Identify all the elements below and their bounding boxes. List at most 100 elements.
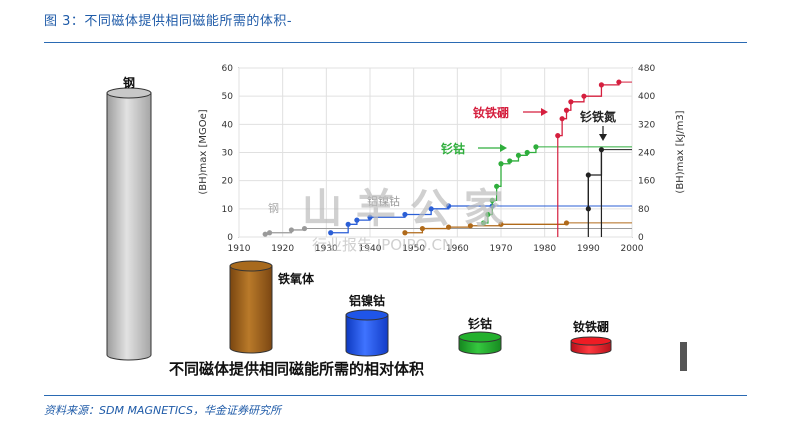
- y-tick-label: 0: [227, 233, 233, 243]
- data-point-铝镍钴: [328, 230, 334, 236]
- smfen-arrow-head: [599, 134, 607, 141]
- x-tick-label: 1940: [359, 244, 382, 254]
- callouts: 钢 钐钴 钕铁硼 钐铁氮 铝镍钴: [268, 105, 616, 215]
- x-tick-label: 1990: [577, 244, 600, 254]
- cylinder-钢: 钢: [106, 75, 152, 361]
- x-tick-label: 1970: [490, 244, 513, 254]
- series-layer: [262, 79, 632, 237]
- cylinder-label: 铝镍钴: [349, 293, 385, 308]
- cylinder-label: 铁氧体: [278, 271, 315, 286]
- x-tick-label: 1950: [402, 244, 425, 254]
- x-tick-label: 1980: [533, 244, 556, 254]
- cylinder-label: 钕铁硼: [573, 319, 609, 334]
- label-alnico-callout: 铝镍钴: [367, 194, 400, 208]
- watermark: 山 羊 公 家 行业报告 IPOIPO.CN: [302, 186, 504, 254]
- data-point-钢: [288, 227, 294, 233]
- data-point-铝镍钴: [446, 203, 452, 209]
- data-point-钐铁氮: [598, 147, 605, 153]
- data-point-钢: [301, 225, 308, 232]
- data-point-铝镍钴: [345, 221, 351, 227]
- volume-caption: 不同磁体提供相同磁能所需的相对体积: [169, 360, 424, 378]
- data-point-钐钴: [480, 220, 487, 226]
- data-point-铝镍钴: [367, 214, 373, 220]
- figure-title: 图 3：不同磁体提供相同磁能所需的体积-: [44, 14, 293, 29]
- label-ndfeb: 钕铁硼: [473, 105, 509, 120]
- y-tick-label: 20: [222, 177, 234, 187]
- ndfeb-arrow-head: [541, 108, 548, 116]
- x-axis-ticks: 1910 1920 1930 1940 1950 1960 1970 1980 1990 2000: [228, 244, 644, 254]
- y-axis-title: (BH)max [MGOe]: [198, 109, 209, 194]
- data-point-钕铁硼: [598, 82, 605, 88]
- data-point-铁氧体: [563, 220, 570, 226]
- data-point-铁氧体: [419, 225, 425, 232]
- cylinder-top: [345, 309, 389, 321]
- label-steel: 钢: [268, 202, 279, 215]
- data-point-铁氧体: [402, 230, 408, 236]
- plot-area: 1910 1920 1930 1940 1950 1960 1970 1980 1990 2000…: [198, 64, 686, 254]
- top-divider: [44, 42, 747, 43]
- smco-arrow-head: [500, 144, 507, 152]
- y-tick-label: 40: [222, 120, 234, 130]
- data-point-钕铁硼: [616, 79, 622, 85]
- data-point-钐钴: [485, 211, 491, 218]
- cylinder-钐钴: 钐钴: [458, 316, 502, 355]
- y-tick-label: 60: [222, 64, 234, 74]
- y2-axis-title: (BH)max [kJ/m3]: [675, 110, 686, 193]
- y2-tick-label: 480: [638, 64, 655, 74]
- data-point-铝镍钴: [428, 206, 434, 212]
- y2-tick-label: 160: [638, 177, 655, 187]
- watermark-line1: 山 羊 公 家: [302, 186, 504, 232]
- cylinder-label: 钐钴: [468, 316, 492, 331]
- cylinder-body: [345, 314, 389, 357]
- cylinder-铁氧体: 铁氧体: [229, 260, 315, 354]
- y-tick-label: 10: [222, 205, 234, 215]
- data-point-钐钴: [489, 197, 495, 203]
- x-tick-label: 1920: [271, 244, 294, 254]
- cylinder-top: [106, 87, 152, 99]
- x-tick-label: 1930: [315, 244, 338, 254]
- data-point-钐钴: [533, 144, 539, 150]
- cylinder-top: [458, 331, 502, 343]
- data-point-钐钴: [524, 149, 530, 156]
- cylinder-label: 钢: [123, 75, 135, 90]
- data-point-钕铁硼: [568, 99, 574, 105]
- y2-axis-ticks: 0 80 160 240 320 400 480: [638, 64, 655, 243]
- watermark-line2: 行业报告 IPOIPO.CN: [312, 236, 453, 254]
- cylinder-钕铁硼: 钕铁硼: [570, 319, 612, 355]
- data-point-钐钴: [515, 152, 522, 158]
- y-tick-label: 50: [222, 92, 234, 102]
- data-point-铝镍钴: [402, 211, 408, 218]
- data-point-铁氧体: [498, 221, 504, 227]
- cylinder-body: [229, 265, 273, 354]
- bottom-divider: [44, 395, 747, 396]
- y2-tick-label: 0: [638, 233, 644, 243]
- data-point-钢: [266, 230, 273, 236]
- data-point-钐铁氮: [585, 172, 591, 178]
- x-tick-label: 1910: [228, 244, 251, 254]
- y-axis-ticks: 0 10 20 30 40 50 60: [222, 64, 234, 243]
- x-tick-label: 2000: [621, 244, 644, 254]
- y2-tick-label: 320: [638, 120, 655, 130]
- y2-tick-label: 240: [638, 149, 655, 159]
- data-point-钐钴: [498, 161, 504, 167]
- y-tick-label: 30: [222, 149, 234, 159]
- data-point-钢: [262, 231, 268, 237]
- y2-tick-label: 400: [638, 92, 655, 102]
- side-handle: [680, 342, 687, 371]
- y2-tick-label: 80: [638, 205, 650, 215]
- data-point-铁氧体: [446, 224, 452, 230]
- data-point-铁氧体: [467, 223, 474, 229]
- cylinder-top: [570, 336, 612, 346]
- figure-source: 资料来源：SDM MAGNETICS，华金证券研究所: [44, 404, 281, 417]
- gridlines: [238, 67, 633, 238]
- data-point-钕铁硼: [559, 116, 565, 122]
- data-point-钐钴: [507, 158, 513, 164]
- x-tick-label: 1960: [446, 244, 469, 254]
- label-smco: 钐钴: [441, 141, 465, 156]
- cylinder-top: [229, 260, 273, 272]
- data-point-钕铁硼: [563, 107, 570, 113]
- cylinder-body: [106, 92, 152, 361]
- cylinder-铝镍钴: 铝镍钴: [345, 293, 389, 357]
